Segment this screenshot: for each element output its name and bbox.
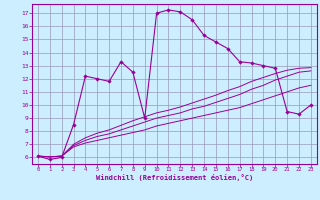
X-axis label: Windchill (Refroidissement éolien,°C): Windchill (Refroidissement éolien,°C) bbox=[96, 174, 253, 181]
